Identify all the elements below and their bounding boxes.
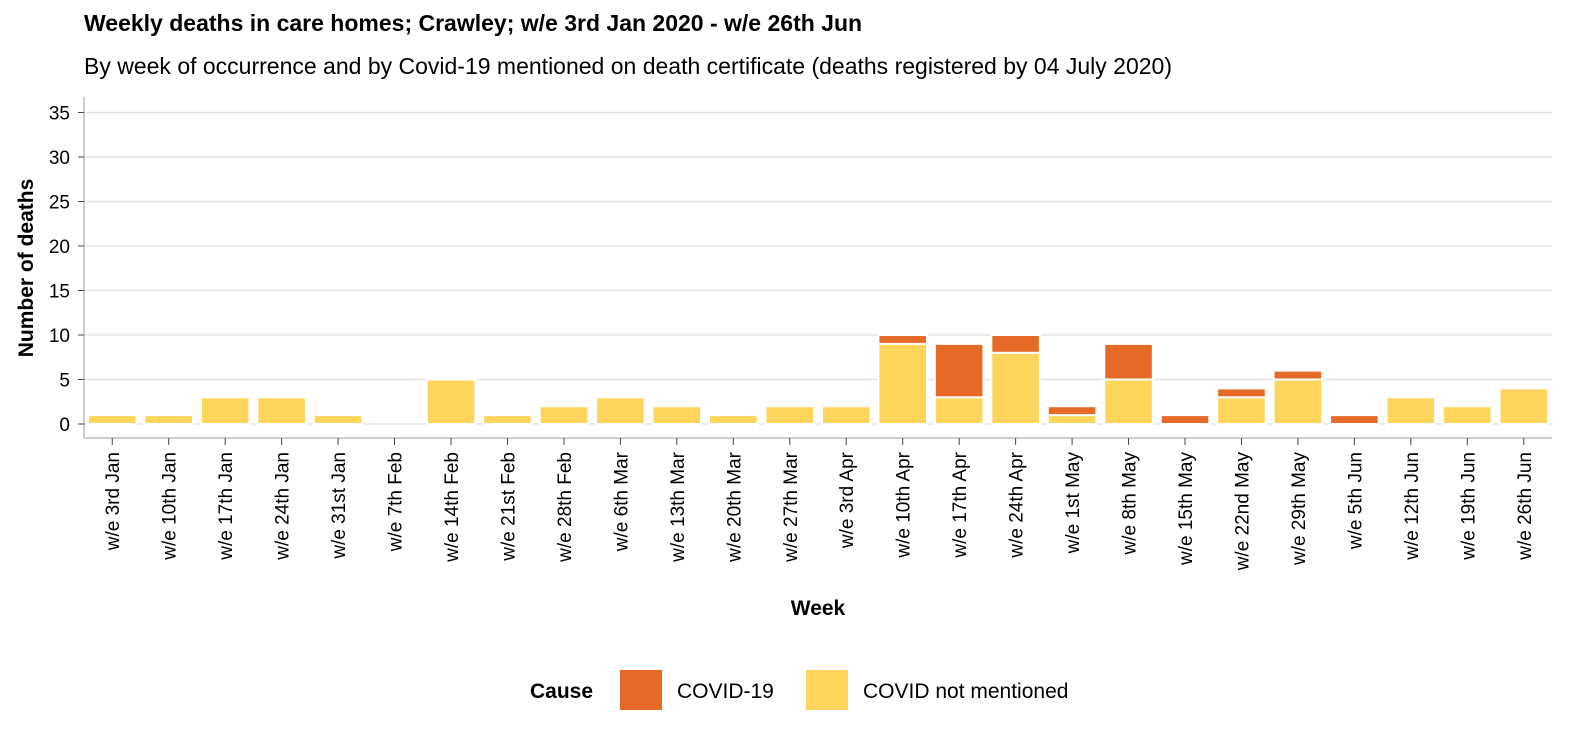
x-tick-label: w/e 1st May (1063, 452, 1084, 555)
x-tick-label: w/e 7th Feb (386, 452, 407, 552)
y-axis-title: Number of deaths (15, 179, 38, 358)
x-tick-label: w/e 15th May (1176, 452, 1197, 566)
bar-covid-not-mentioned (482, 414, 533, 426)
x-tick-label: w/e 26th Jun (1515, 452, 1536, 561)
bar-covid-19 (1159, 414, 1211, 426)
x-tick-label: w/e 8th May (1120, 452, 1141, 556)
bar-covid-not-mentioned (595, 396, 646, 425)
x-tick-label: w/e 20th Mar (724, 451, 745, 562)
bar-covid-not-mentioned (538, 405, 590, 426)
legend: Cause COVID-19 COVID not mentioned (530, 670, 1068, 710)
x-tick-label: w/e 21st Feb (498, 452, 519, 562)
axes-layer (83, 97, 1552, 439)
x-tick-label: w/e 29th May (1289, 452, 1310, 566)
x-tick-labels: w/e 3rd Jan w/e 10th Jan w/e 17th Jan w/e 2… (103, 438, 1536, 571)
x-tick-label: w/e 3rd Apr (837, 451, 858, 549)
bar-covid-not-mentioned (86, 414, 138, 426)
bar-covid-not-mentioned (143, 414, 194, 426)
x-tick-label: w/e 17th Jan (216, 452, 237, 561)
legend-swatch (620, 670, 662, 710)
grid-layer (84, 111, 1552, 425)
x-axis-title: Week (791, 597, 846, 620)
x-tick-label: w/e 10th Apr (894, 451, 915, 558)
x-tick-label: w/e 19th Jun (1458, 452, 1479, 561)
x-tick-label: w/e 3rd Jan (103, 452, 124, 551)
x-tick-label: w/e 13th Mar (668, 451, 689, 562)
chart-subtitle: By week of occurrence and by Covid-19 me… (84, 53, 1173, 79)
bar-covid-19 (933, 342, 985, 399)
bar-covid-not-mentioned (425, 378, 477, 425)
bar-covid-not-mentioned (1046, 414, 1098, 426)
bar-covid-19 (990, 334, 1041, 354)
bar-covid-19 (877, 334, 928, 345)
bar-covid-19 (1216, 387, 1267, 399)
y-tick-label: 5 (59, 371, 70, 392)
legend-label: COVID-19 (677, 680, 774, 703)
y-tick-label: 15 (49, 282, 70, 303)
legend-swatch (806, 670, 848, 710)
bar-covid-not-mentioned (1216, 396, 1267, 425)
y-tick-label: 25 (49, 193, 70, 214)
bar-covid-not-mentioned (764, 405, 816, 426)
bar-covid-not-mentioned (1272, 378, 1324, 425)
chart-title: Weekly deaths in care homes; Crawley; w/… (84, 10, 863, 36)
bar-covid-not-mentioned (990, 351, 1041, 425)
x-tick-label: w/e 14th Feb (442, 452, 463, 563)
legend-label: COVID not mentioned (863, 680, 1068, 703)
x-tick-label: w/e 17th Apr (950, 451, 971, 558)
bar-covid-not-mentioned (877, 342, 928, 425)
x-tick-label: w/e 31st Jan (329, 452, 350, 560)
y-tick-label: 0 (59, 415, 70, 436)
x-tick-label: w/e 5th Jun (1345, 452, 1366, 550)
x-tick-label: w/e 24th Jan (273, 452, 294, 561)
bar-covid-not-mentioned (933, 396, 985, 425)
bar-covid-19 (1103, 342, 1154, 381)
bar-covid-not-mentioned (1498, 387, 1550, 425)
bar-covid-not-mentioned (256, 396, 307, 425)
x-tick-label: w/e 27th Mar (781, 451, 802, 562)
y-tick-label: 10 (49, 326, 70, 347)
y-tick-label: 35 (49, 104, 70, 125)
bar-covid-not-mentioned (820, 405, 872, 426)
bars-layer (86, 334, 1550, 426)
bar-covid-not-mentioned (199, 396, 251, 425)
x-tick-label: w/e 12th Jun (1402, 452, 1423, 561)
bar-covid-19 (1272, 369, 1324, 381)
bar-covid-19 (1046, 405, 1098, 417)
bar-covid-not-mentioned (1385, 396, 1437, 425)
bar-covid-not-mentioned (708, 414, 759, 426)
bar-covid-19 (1329, 414, 1380, 426)
x-tick-label: w/e 28th Feb (555, 452, 576, 563)
x-tick-label: w/e 10th Jan (160, 452, 181, 561)
bar-covid-not-mentioned (1442, 405, 1493, 426)
bar-covid-not-mentioned (312, 414, 364, 426)
x-tick-label: w/e 6th Mar (611, 451, 632, 552)
legend-title: Cause (530, 680, 593, 703)
x-tick-label: w/e 22nd May (1232, 452, 1253, 572)
y-tick-labels: 0 5 10 15 20 25 30 35 (49, 104, 84, 436)
bar-covid-not-mentioned (651, 405, 703, 426)
y-tick-label: 30 (49, 148, 70, 169)
x-tick-label: w/e 24th Apr (1007, 451, 1028, 558)
bar-covid-not-mentioned (1103, 378, 1154, 425)
y-tick-label: 20 (49, 237, 70, 258)
